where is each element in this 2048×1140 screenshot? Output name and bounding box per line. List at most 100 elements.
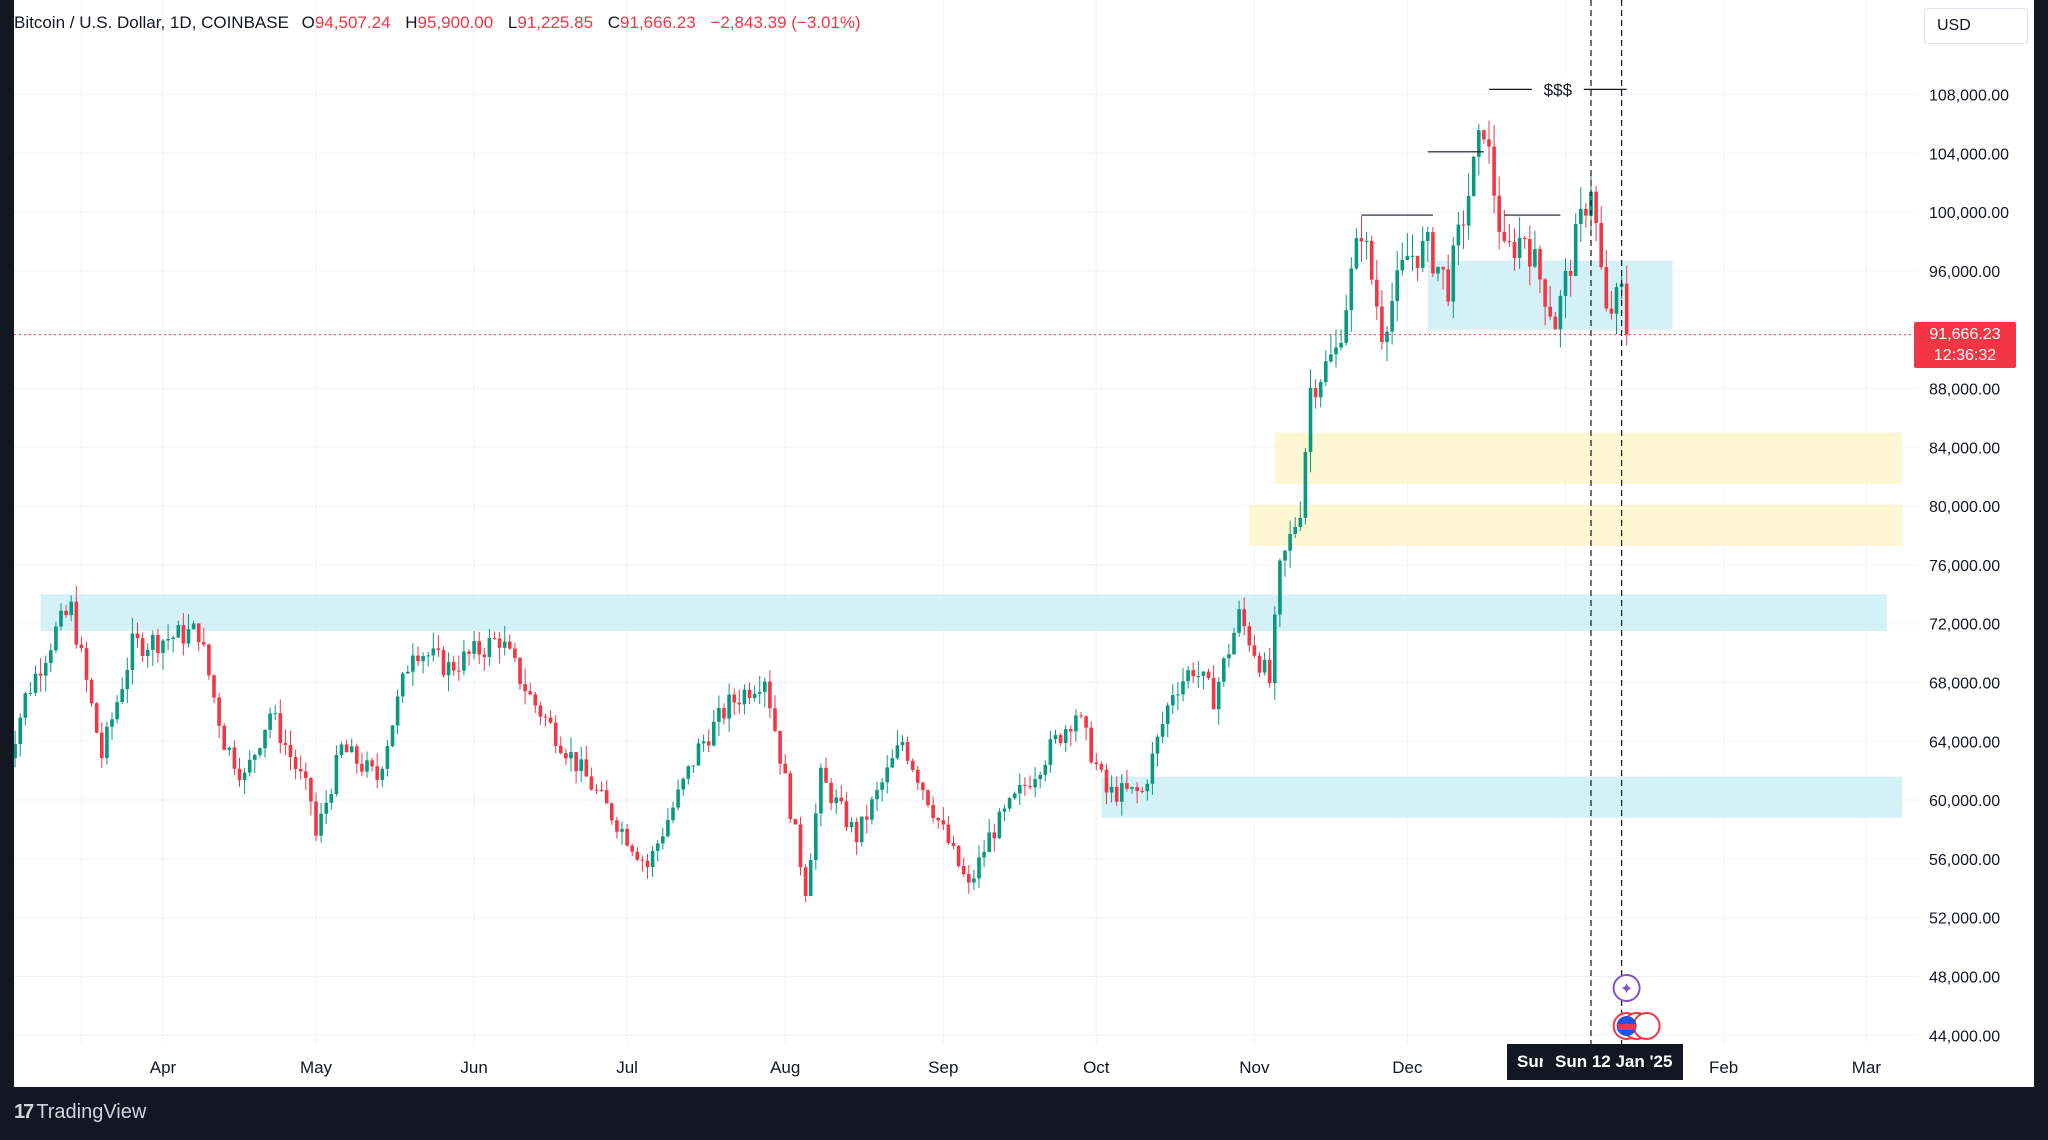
last-price-tag: 91,666.23 12:36:32 — [1914, 322, 2016, 368]
footer-bar: 17 TradingView — [0, 1087, 2048, 1140]
candle-body — [1012, 793, 1017, 799]
candle-body — [1232, 632, 1236, 655]
candle-body — [992, 832, 997, 839]
candle-body — [650, 850, 655, 868]
candle-body — [1517, 237, 1522, 258]
candle-body — [1023, 785, 1027, 787]
candle-body — [559, 745, 563, 754]
candlestick-chart[interactable]: $$$ 108,000.00 104,000.00 100,000.00 96,000.… — [14, 0, 2034, 1087]
candle-body — [436, 648, 441, 651]
candle-body — [1375, 279, 1379, 307]
candle-body — [701, 741, 706, 744]
blue-zone — [40, 594, 1887, 632]
candle-body — [1155, 736, 1160, 754]
candle-body — [171, 637, 175, 639]
tradingview-logo[interactable]: 17 TradingView — [14, 1101, 146, 1124]
candle-body — [1451, 245, 1456, 302]
candle-body — [798, 824, 803, 868]
price-tick-label: 96,000.00 — [1929, 264, 2000, 281]
candle-body — [1237, 609, 1241, 633]
candle-body — [416, 655, 420, 662]
candle-body — [569, 752, 573, 759]
candle-body — [1007, 798, 1012, 809]
candle-body — [1176, 694, 1180, 696]
candle-body — [599, 789, 604, 791]
candle-body — [824, 767, 828, 783]
candle-body — [196, 623, 201, 643]
crosshair-date-full: Sun 12 Jan '25 — [1555, 1052, 1673, 1071]
time-tick-label: May — [300, 1058, 333, 1077]
candle-body — [1058, 735, 1063, 743]
candle-body — [1395, 270, 1399, 302]
price-tick-label: 80,000.00 — [1929, 499, 2000, 516]
candle-body — [513, 648, 517, 658]
candle-body — [1497, 195, 1501, 232]
candle-body — [523, 684, 527, 692]
candle-body — [936, 818, 940, 821]
candle-body — [508, 641, 512, 649]
candle-body — [946, 824, 951, 844]
candle-body — [951, 843, 956, 846]
candle-body — [89, 679, 94, 704]
candle-body — [1329, 354, 1333, 362]
candle-body — [972, 878, 976, 883]
candle-body — [1201, 671, 1206, 676]
candle-body — [763, 681, 767, 692]
candle-body — [859, 816, 864, 843]
candle-body — [84, 648, 89, 680]
candle-body — [625, 828, 629, 846]
candle-body — [110, 719, 114, 727]
candle-body — [610, 803, 614, 821]
currency-button[interactable]: USD — [1924, 8, 2028, 44]
candle-body — [1426, 232, 1430, 241]
candle-body — [620, 828, 624, 832]
candle-body — [961, 866, 966, 875]
candle-body — [921, 782, 925, 791]
high-value: 95,900.00 — [417, 13, 494, 32]
candle-body — [268, 713, 272, 730]
candle-body — [819, 767, 823, 814]
candle-body — [33, 673, 38, 693]
candle-body — [18, 717, 22, 745]
candle-body — [717, 707, 721, 722]
candle-body — [875, 789, 879, 800]
candle-body — [74, 601, 79, 645]
candle-body — [834, 797, 838, 804]
candle-body — [1584, 208, 1588, 216]
candle-body — [1456, 224, 1461, 246]
candle-body — [900, 742, 905, 746]
candle-body — [640, 859, 645, 861]
candle-body — [324, 802, 328, 814]
candle-body — [1216, 681, 1221, 710]
yellow-zone — [1274, 432, 1903, 485]
time-tick-label: Jun — [460, 1058, 487, 1077]
candle-body — [977, 857, 981, 879]
candle-body — [120, 689, 124, 703]
candle-body — [865, 816, 869, 820]
candle-body — [217, 697, 221, 726]
candle-body — [1227, 654, 1231, 659]
candle-body — [477, 641, 481, 655]
candle-body — [543, 716, 548, 718]
candle-body — [671, 807, 675, 821]
candle-body — [59, 610, 63, 627]
candle-body — [1431, 232, 1435, 274]
candle-body — [344, 744, 349, 753]
candle-body — [258, 748, 262, 755]
candle-body — [365, 760, 369, 772]
time-tick-label: Mar — [1852, 1058, 1882, 1077]
open-label: O — [301, 13, 315, 32]
symbol-title[interactable]: Bitcoin / U.S. Dollar, 1D, COINBASE — [14, 13, 289, 32]
candle-body — [1369, 240, 1374, 280]
close-label: C — [607, 13, 621, 32]
candle-body — [283, 743, 288, 746]
chart-area[interactable]: $$$ 108,000.00 104,000.00 100,000.00 96,000.… — [14, 0, 2034, 1087]
candle-body — [451, 662, 456, 671]
candle-body — [472, 641, 476, 654]
candle-body — [1579, 208, 1583, 225]
candle-body — [1324, 361, 1328, 383]
candle-body — [1558, 295, 1563, 330]
candle-body — [1471, 156, 1476, 196]
price-tick-label: 64,000.00 — [1929, 734, 2000, 751]
candle-body — [967, 874, 971, 883]
